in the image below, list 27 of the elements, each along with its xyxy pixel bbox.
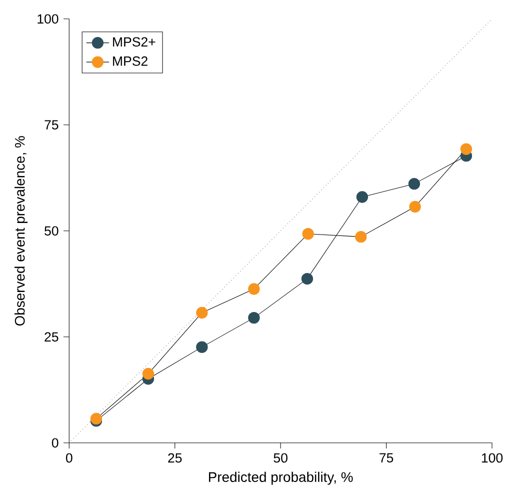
y-tick-label: 100 <box>38 14 58 24</box>
x-tick-label: 100 <box>482 453 503 463</box>
point <box>196 306 208 319</box>
point <box>408 178 420 190</box>
y-tick-label: 0 <box>52 438 58 448</box>
y-tick-label: 25 <box>44 332 58 342</box>
point <box>196 341 208 354</box>
point <box>409 200 421 213</box>
x-tick-label: 50 <box>274 453 288 463</box>
point <box>248 312 260 324</box>
point <box>248 283 260 295</box>
point <box>355 231 367 243</box>
point <box>460 143 472 156</box>
y-axis-title: Observed event prevalence, % <box>14 136 28 326</box>
point <box>142 368 154 380</box>
point <box>302 228 314 240</box>
point <box>301 273 314 285</box>
legend-label: MPS2+ <box>113 37 156 47</box>
point <box>90 412 102 425</box>
y-tick-label: 75 <box>44 120 58 130</box>
x-tick-label: 25 <box>168 453 182 463</box>
x-axis-title: Predicted probability, % <box>209 472 353 485</box>
x-tick-label: 75 <box>380 453 394 463</box>
legend-label: MPS2 <box>113 56 148 66</box>
y-tick-label: 50 <box>44 226 58 236</box>
point <box>356 191 368 203</box>
x-tick-label: 0 <box>66 453 72 463</box>
